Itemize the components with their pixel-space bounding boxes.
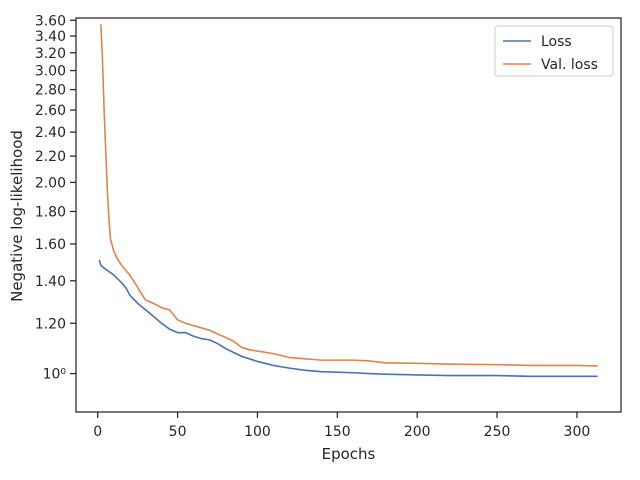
plot-frame	[75, 17, 622, 413]
plot-area	[98, 24, 598, 378]
y-tick-label: 2.80	[35, 83, 66, 99]
y-tick-label: 1.20	[35, 316, 66, 332]
x-tick-label: 300	[564, 424, 591, 440]
x-tick-label: 100	[244, 424, 271, 440]
legend: Loss Val. loss	[494, 25, 614, 77]
y-tick-label: 2.20	[35, 149, 66, 165]
y-tick-label: 2.40	[35, 125, 66, 141]
y-tick-label: 1.40	[35, 274, 66, 290]
y-axis-label: Negative log-likelihood	[8, 130, 26, 302]
y-tick-label: 2.00	[35, 175, 66, 191]
y-tick-label: 3.20	[35, 46, 66, 62]
y-tick-label: 1.80	[35, 204, 66, 220]
series-line-loss	[98, 259, 598, 378]
series-line-val-loss	[100, 24, 598, 367]
y-tick-label: 2.60	[35, 103, 66, 119]
legend-label: Val. loss	[541, 57, 598, 73]
x-axis-label: Epochs	[322, 445, 376, 463]
y-tick-label: 3.00	[35, 64, 66, 80]
x-tick-label: 250	[484, 424, 511, 440]
y-tick-label: 3.60	[35, 13, 66, 29]
y-tick-label: 10⁰	[43, 367, 67, 383]
y-tick-label: 1.60	[35, 237, 66, 253]
x-tick-label: 150	[324, 424, 351, 440]
y-tick-label: 3.40	[35, 29, 66, 45]
x-tick-label: 50	[169, 424, 187, 440]
x-tick-label: 0	[93, 424, 102, 440]
legend-label: Loss	[541, 34, 572, 50]
axes: 0 50 100 150 200 250 300 10⁰ 1.20 1.40 1.60 1.80 2.0…	[35, 13, 622, 440]
x-tick-label: 200	[404, 424, 431, 440]
